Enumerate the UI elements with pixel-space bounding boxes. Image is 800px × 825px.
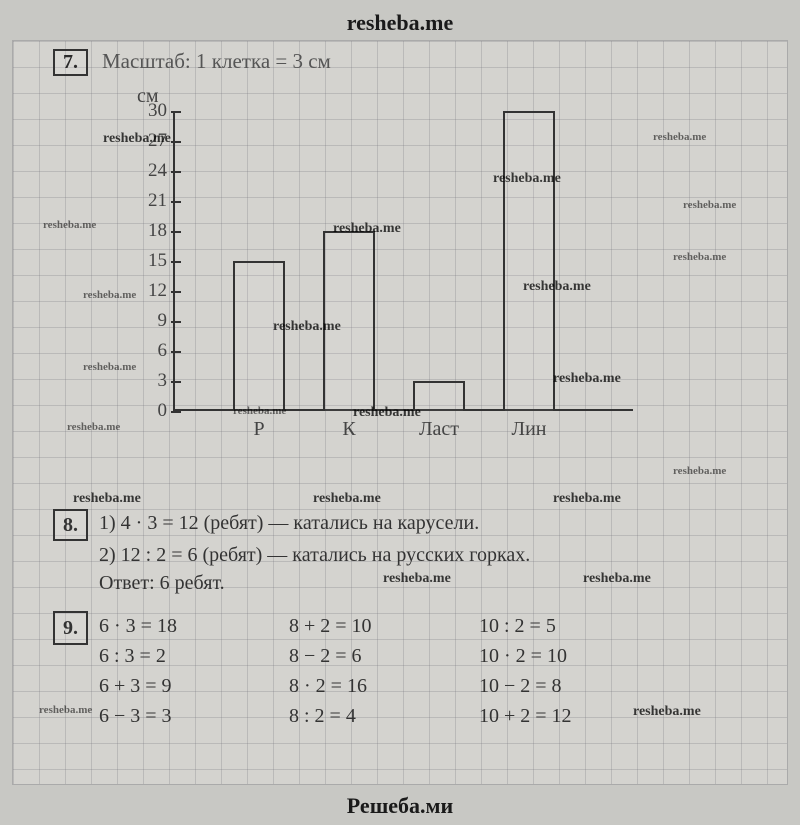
- y-tick: 21: [123, 190, 167, 212]
- bar-chart: см 302724211815129630 РКЛастЛин: [73, 91, 633, 451]
- task-7-number: 7.: [53, 49, 88, 76]
- y-tick: 12: [123, 280, 167, 302]
- x-axis-label: Лин: [512, 418, 547, 441]
- y-tick: 18: [123, 220, 167, 242]
- chart-bar: [233, 261, 285, 411]
- x-axis-label: Ласт: [419, 418, 459, 441]
- chart-bar: [503, 111, 555, 411]
- task-9: 9. 6 · 3 = 186 : 3 = 26 + 3 = 96 − 3 = 3…: [53, 611, 767, 731]
- y-tick: 27: [123, 130, 167, 152]
- y-tick: 3: [123, 370, 167, 392]
- equation: 10 − 2 = 8: [479, 671, 629, 701]
- task-8-line2: 2) 12 : 2 = 6 (ребят) — катались на русс…: [99, 541, 530, 569]
- x-axis-label: К: [342, 418, 355, 441]
- page: 7. Масштаб: 1 клетка = 3 см см 302724211…: [12, 40, 788, 785]
- task-9-number: 9.: [53, 611, 88, 645]
- footer-watermark: Решеба.ми: [0, 793, 800, 819]
- task-8-number: 8.: [53, 509, 88, 541]
- y-tick: 6: [123, 340, 167, 362]
- y-tick: 9: [123, 310, 167, 332]
- equation: 8 − 2 = 6: [289, 641, 439, 671]
- chart-bar: [413, 381, 465, 411]
- equation: 6 · 3 = 18: [99, 611, 249, 641]
- x-axis-label: Р: [253, 418, 264, 441]
- equation: 6 : 3 = 2: [99, 641, 249, 671]
- task-8-answer: Ответ: 6 ребят.: [99, 569, 225, 597]
- y-tick: 30: [123, 100, 167, 122]
- task-7: 7. Масштаб: 1 клетка = 3 см: [53, 49, 757, 76]
- task-7-scale: Масштаб: 1 клетка = 3 см: [102, 49, 331, 73]
- header-watermark: resheba.me: [0, 0, 800, 42]
- chart-bar: [323, 231, 375, 411]
- y-tick: 0: [123, 400, 167, 422]
- task-9-columns: 6 · 3 = 186 : 3 = 26 + 3 = 96 − 3 = 3 8 …: [99, 611, 629, 731]
- equation: 6 + 3 = 9: [99, 671, 249, 701]
- equation: 8 · 2 = 16: [289, 671, 439, 701]
- y-tick: 15: [123, 250, 167, 272]
- y-tick: 24: [123, 160, 167, 182]
- task-8: 8. 1) 4 · 3 = 12 (ребят) — катались на к…: [53, 509, 767, 597]
- equation: 10 + 2 = 12: [479, 701, 629, 731]
- equation: 10 : 2 = 5: [479, 611, 629, 641]
- equation: 8 : 2 = 4: [289, 701, 439, 731]
- task-8-line1: 1) 4 · 3 = 12 (ребят) — катались на кару…: [99, 509, 479, 541]
- equation: 6 − 3 = 3: [99, 701, 249, 731]
- equation: 10 · 2 = 10: [479, 641, 629, 671]
- equation: 8 + 2 = 10: [289, 611, 439, 641]
